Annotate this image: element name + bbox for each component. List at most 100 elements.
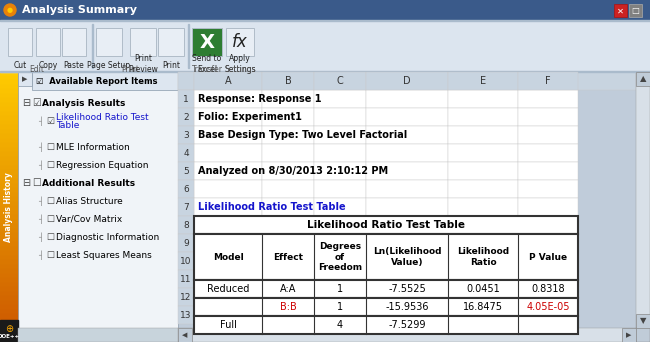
Bar: [448, 234, 518, 252]
Bar: [262, 180, 314, 198]
Bar: [262, 90, 314, 108]
Bar: [194, 72, 262, 90]
Bar: [178, 328, 636, 342]
Text: ▶: ▶: [627, 332, 632, 338]
Bar: [366, 72, 448, 90]
Text: 3: 3: [183, 131, 189, 140]
Bar: [178, 90, 194, 108]
Bar: [518, 252, 578, 270]
Text: Additional Results: Additional Results: [42, 179, 135, 187]
Bar: [194, 198, 262, 216]
Bar: [314, 306, 366, 324]
Bar: [636, 72, 650, 328]
Bar: [314, 198, 366, 216]
Bar: [0, 224, 18, 229]
Bar: [518, 234, 578, 252]
Text: ●: ●: [7, 7, 13, 13]
Text: Var/Cov Matrix: Var/Cov Matrix: [56, 214, 122, 224]
Text: ☑: ☑: [32, 98, 41, 108]
Bar: [314, 108, 366, 126]
Bar: [366, 252, 448, 270]
Text: ┤: ┤: [38, 232, 43, 242]
Bar: [130, 28, 156, 56]
Text: Print: Print: [162, 62, 180, 70]
Bar: [448, 108, 518, 126]
Bar: [518, 180, 578, 198]
Text: X: X: [200, 32, 214, 52]
Bar: [0, 320, 18, 342]
Bar: [194, 298, 578, 316]
Bar: [0, 260, 18, 265]
Bar: [366, 180, 448, 198]
Bar: [314, 216, 366, 234]
Bar: [194, 234, 578, 280]
Bar: [0, 296, 18, 302]
Text: ▶: ▶: [22, 76, 28, 82]
Bar: [0, 291, 18, 297]
Bar: [178, 216, 194, 234]
Text: ┤: ┤: [38, 160, 43, 170]
Text: ⊟: ⊟: [22, 178, 30, 188]
Text: ☐: ☐: [46, 250, 54, 260]
Text: ☐: ☐: [46, 214, 54, 224]
Bar: [194, 280, 578, 298]
Bar: [0, 206, 18, 211]
Text: Copy: Copy: [38, 62, 58, 70]
Bar: [448, 252, 518, 270]
Bar: [518, 288, 578, 306]
Bar: [518, 108, 578, 126]
Text: Cut: Cut: [14, 62, 27, 70]
Bar: [314, 288, 366, 306]
Bar: [226, 28, 254, 56]
Bar: [614, 4, 627, 17]
Text: C: C: [337, 76, 343, 86]
Bar: [194, 162, 262, 180]
Bar: [0, 76, 18, 81]
Bar: [0, 220, 18, 225]
Text: 4.05E-05: 4.05E-05: [526, 302, 570, 312]
Bar: [0, 71, 650, 72]
Text: 11: 11: [180, 275, 192, 284]
Bar: [262, 252, 314, 270]
Text: 10: 10: [180, 256, 192, 265]
Text: ▲: ▲: [640, 75, 646, 83]
Text: Likelihood
Ratio: Likelihood Ratio: [457, 247, 509, 267]
Bar: [0, 274, 18, 279]
Bar: [448, 90, 518, 108]
Bar: [178, 162, 194, 180]
Text: ✕: ✕: [616, 6, 623, 15]
Bar: [0, 210, 18, 216]
Bar: [0, 201, 18, 207]
Text: Reduced: Reduced: [207, 284, 249, 294]
Bar: [0, 161, 18, 167]
Bar: [0, 269, 18, 275]
Bar: [0, 337, 18, 342]
Bar: [366, 288, 448, 306]
Text: ◀: ◀: [182, 332, 188, 338]
Bar: [0, 314, 18, 319]
Text: ┤: ┤: [38, 250, 43, 260]
Bar: [366, 144, 448, 162]
Text: Likelihood Ratio Test: Likelihood Ratio Test: [56, 113, 149, 121]
Bar: [518, 198, 578, 216]
Bar: [366, 162, 448, 180]
Bar: [0, 332, 18, 338]
Bar: [262, 216, 314, 234]
Text: -7.5525: -7.5525: [388, 284, 426, 294]
Text: Ln(Likelihood
Value): Ln(Likelihood Value): [372, 247, 441, 267]
Bar: [0, 328, 18, 333]
Bar: [518, 144, 578, 162]
Text: 4: 4: [183, 148, 188, 158]
Bar: [0, 278, 18, 284]
Bar: [448, 180, 518, 198]
Text: Likelihood Ratio Test Table: Likelihood Ratio Test Table: [307, 220, 465, 230]
Bar: [178, 180, 194, 198]
Bar: [262, 162, 314, 180]
Text: 5: 5: [183, 167, 189, 175]
Bar: [0, 152, 18, 158]
Bar: [0, 193, 18, 198]
Text: Analysis Results: Analysis Results: [42, 98, 125, 107]
Bar: [314, 270, 366, 288]
Circle shape: [4, 4, 16, 16]
Bar: [0, 72, 650, 342]
